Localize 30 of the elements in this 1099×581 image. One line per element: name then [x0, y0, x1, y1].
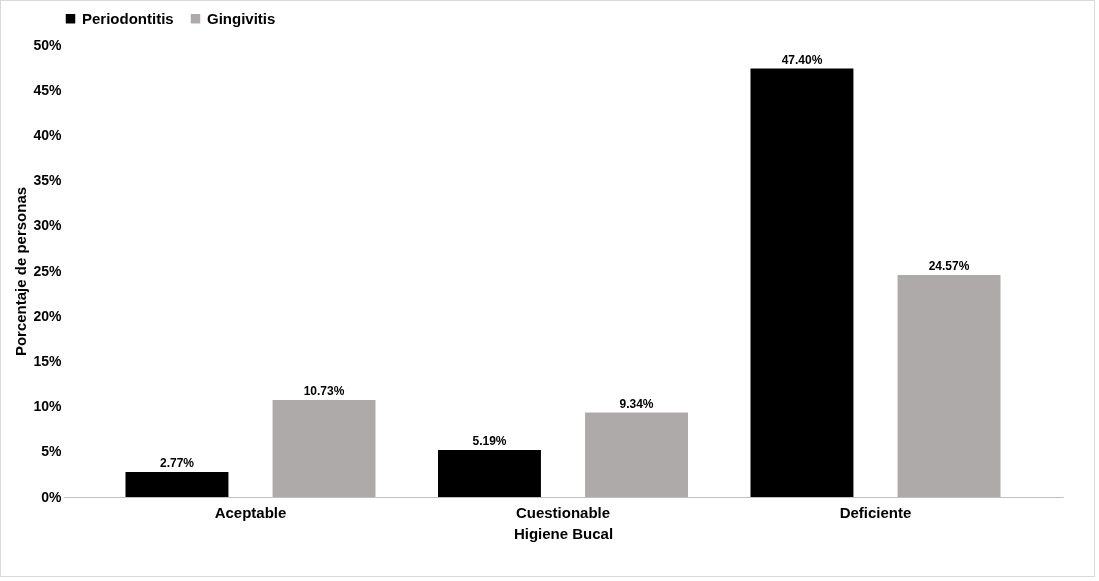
x-tick-label: Deficiente: [839, 503, 912, 521]
bar: [125, 471, 229, 497]
x-tick-label: Aceptable: [214, 503, 287, 521]
y-tick-label: 40%: [33, 126, 63, 143]
bar: [438, 450, 541, 497]
legend-label: Gingivitis: [207, 9, 276, 27]
bar: [897, 274, 1001, 497]
y-tick-label: 30%: [33, 217, 63, 234]
data-label: 2.77%: [159, 455, 195, 470]
x-tick-label: Cuestionable: [515, 503, 611, 521]
bar: [585, 412, 688, 497]
bar: [750, 68, 854, 497]
data-label: 5.19%: [472, 434, 507, 449]
y-tick-label: 0%: [41, 488, 63, 505]
legend-label: Periodontitis: [82, 9, 174, 27]
data-label: 10.73%: [303, 384, 345, 398]
data-label: 24.57%: [928, 258, 970, 273]
y-tick-label: 5%: [41, 443, 63, 460]
y-tick-label: 50%: [33, 36, 63, 53]
y-tick-label: 25%: [33, 262, 63, 279]
y-tick-label: 10%: [33, 398, 63, 415]
y-axis-title: Porcentaje de personas: [12, 186, 30, 357]
y-tick-label: 35%: [33, 172, 63, 189]
data-label: 9.34%: [619, 396, 654, 411]
y-tick-label: 20%: [33, 307, 63, 324]
x-axis-title: Higiene Bucal: [513, 524, 614, 542]
y-tick-label: 45%: [33, 81, 63, 98]
y-tick-label: 15%: [33, 352, 63, 369]
bar: [272, 400, 376, 497]
data-label: 47.40%: [781, 52, 823, 67]
